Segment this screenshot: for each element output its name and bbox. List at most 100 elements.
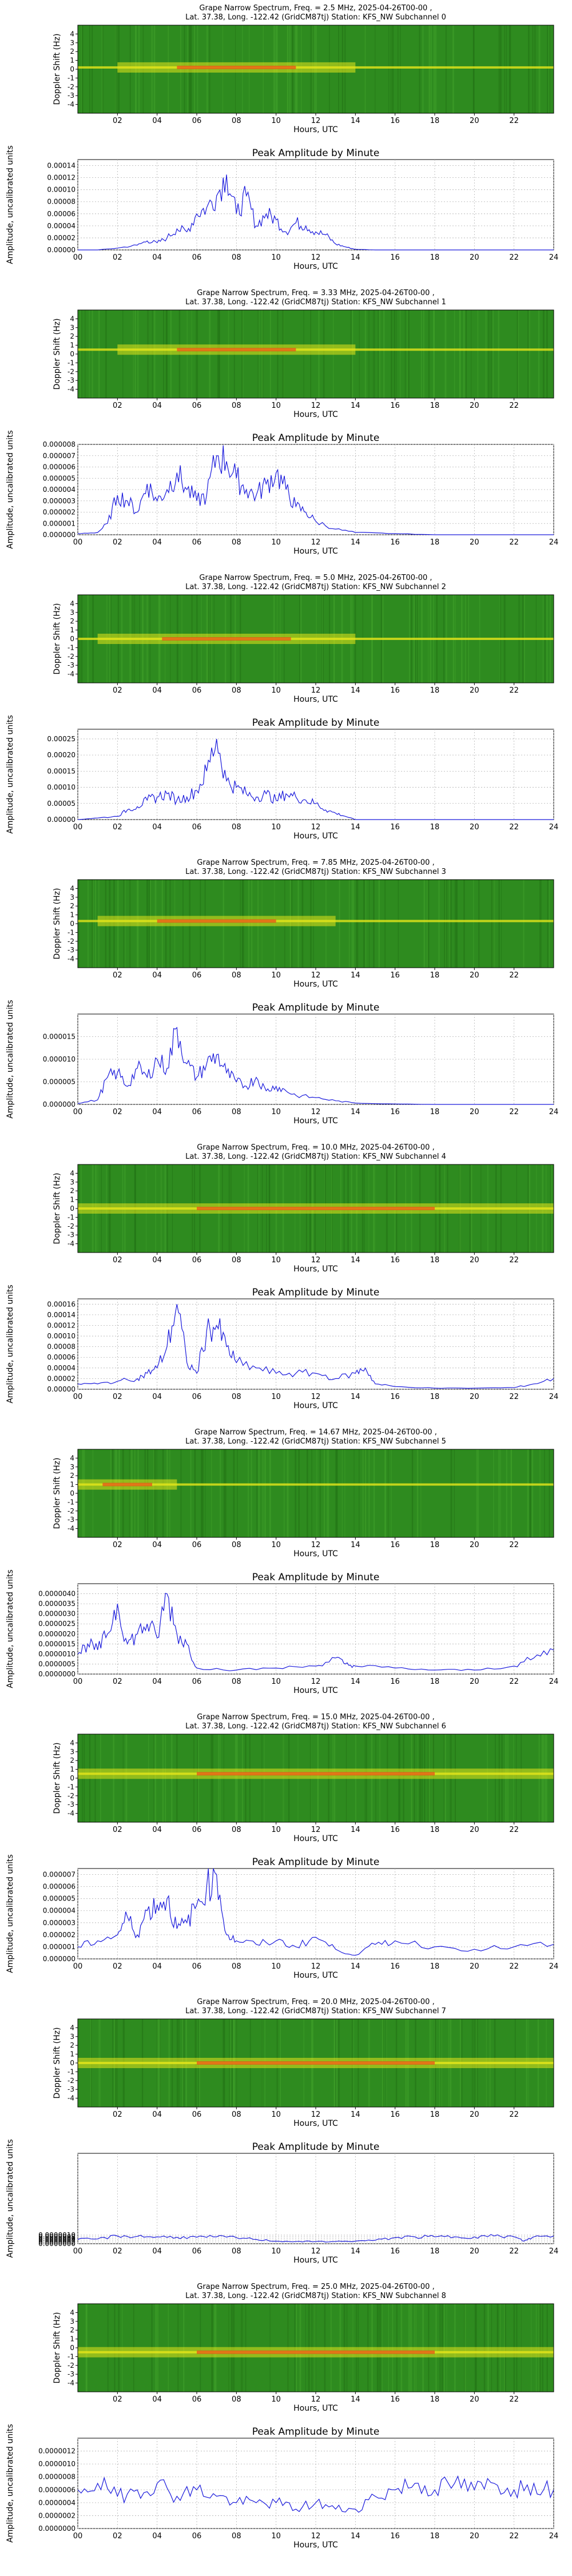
spectrogram-streak xyxy=(452,25,454,113)
spectrogram-xtick-label: 16 xyxy=(390,1826,400,1834)
spectrogram-ytick-label: -3 xyxy=(67,2085,74,2093)
spectrogram-xtick-label: 06 xyxy=(192,2395,202,2404)
spectrogram-xlabel: Hours, UTC xyxy=(293,695,338,704)
amplitude-xtick-label: 06 xyxy=(192,1108,202,1116)
amplitude-xtick-label: 12 xyxy=(311,253,321,262)
spectrogram-xtick-label: 10 xyxy=(271,971,281,980)
amplitude-series-line xyxy=(77,1868,554,1956)
spectrogram-xtick-label: 22 xyxy=(509,1826,519,1834)
amplitude-xtick-label: 20 xyxy=(470,1962,479,1971)
spectrogram-ytick-label: -3 xyxy=(67,1800,74,1808)
spectrogram-xtick-label: 16 xyxy=(390,1256,400,1265)
spectrogram-ytick-label: 3 xyxy=(70,609,74,617)
spectrogram-streak xyxy=(264,1449,266,1537)
amplitude-ylabel: Amplitude, uncalibrated units xyxy=(6,145,15,264)
spectrogram-streak xyxy=(201,1449,202,1537)
amplitude-xtick-label: 06 xyxy=(192,538,202,547)
spectrogram-xtick-label: 02 xyxy=(113,117,122,125)
amplitude-xtick-label: 06 xyxy=(192,1393,202,1401)
spectrogram-subtitle: Lat. 37.38, Long. -122.42 (GridCM87tj) S… xyxy=(185,13,446,22)
amplitude-series-line xyxy=(77,1593,554,1671)
spectrogram-ytick-label: 4 xyxy=(70,2308,74,2316)
spectrogram-streak xyxy=(369,880,370,968)
spectrogram-streak xyxy=(180,1449,182,1537)
spectrogram-peak xyxy=(197,1207,435,1210)
spectrogram-streak xyxy=(298,1449,300,1537)
spectrogram-ytick-label: 1 xyxy=(70,57,74,65)
amplitude-xtick-label: 16 xyxy=(390,823,400,832)
spectrogram-xtick-label: 22 xyxy=(509,401,519,410)
spectrogram-streak xyxy=(78,880,80,968)
spectrogram-xtick-label: 14 xyxy=(351,1256,360,1265)
spectrogram-streak xyxy=(328,1449,329,1537)
amplitude-xtick-label: 18 xyxy=(430,2247,440,2256)
spectrogram-streak xyxy=(359,310,360,398)
amplitude-xtick-label: 04 xyxy=(152,1108,162,1116)
amplitude-ytick-label: 0.00012 xyxy=(47,174,76,182)
spectrogram-streak xyxy=(223,1449,225,1537)
spectrogram-xtick-label: 04 xyxy=(152,1256,162,1265)
spectrogram-streak xyxy=(485,310,487,398)
spectrogram-streak xyxy=(433,25,435,113)
spectrogram-xtick-label: 08 xyxy=(232,686,241,695)
spectrogram-streak xyxy=(454,880,456,968)
spectrogram-streak xyxy=(88,880,89,968)
spectrogram-title: Grape Narrow Spectrum, Freq. = 3.33 MHz,… xyxy=(197,289,434,297)
amplitude-ytick-label: 0.0000020 xyxy=(38,1630,76,1638)
spectrogram-streak xyxy=(446,880,448,968)
amplitude-ytick-label: 0.000002 xyxy=(43,508,76,516)
amplitude-xtick-label: 14 xyxy=(351,1962,360,1971)
amplitude-xtick-label: 24 xyxy=(549,538,559,547)
amplitude-xtick-label: 10 xyxy=(271,2532,281,2541)
spectrogram-xtick-label: 02 xyxy=(113,686,122,695)
spectrogram-streak xyxy=(542,310,545,398)
amplitude-xtick-label: 00 xyxy=(73,253,83,262)
spectrogram-streak xyxy=(450,880,451,968)
amplitude-chart-4: Peak Amplitude by Minute 00 02 04 06 08 10 12 14… xyxy=(6,1285,558,1410)
spectrogram-streak xyxy=(251,1449,252,1537)
amplitude-xtick-label: 08 xyxy=(232,823,241,832)
spectrogram-ytick-label: 4 xyxy=(70,884,74,892)
spectrogram-1: Grape Narrow Spectrum, Freq. = 3.33 MHz,… xyxy=(53,289,554,419)
spectrogram-ytick-label: 3 xyxy=(70,2317,74,2325)
spectrogram-xtick-label: 12 xyxy=(311,1541,321,1549)
amplitude-ytick-label: 0.0000004 xyxy=(38,2236,76,2244)
spectrogram-xtick-label: 18 xyxy=(430,401,440,410)
spectrogram-xtick-label: 02 xyxy=(113,2110,122,2119)
amplitude-ytick-label: 0.0000010 xyxy=(38,1650,76,1658)
spectrogram-peak xyxy=(197,1772,435,1776)
spectrogram-ytick-label: -4 xyxy=(67,385,74,393)
amplitude-ytick-label: 0.000004 xyxy=(43,486,76,494)
amplitude-xtick-label: 22 xyxy=(509,1108,519,1116)
spectrogram-ytick-label: 3 xyxy=(70,1748,74,1756)
amplitude-xtick-label: 12 xyxy=(311,823,321,832)
amplitude-title: Peak Amplitude by Minute xyxy=(252,148,380,159)
amplitude-xlabel: Hours, UTC xyxy=(293,1971,338,1980)
spectrogram-streak xyxy=(433,310,435,398)
amplitude-ylabel: Amplitude, uncalibrated units xyxy=(6,1285,15,1404)
spectrogram-streak xyxy=(374,310,375,398)
spectrogram-ytick-label: -3 xyxy=(67,92,74,100)
spectrogram-xtick-label: 06 xyxy=(192,117,202,125)
spectrogram-xtick-label: 04 xyxy=(152,401,162,410)
amplitude-xtick-label: 02 xyxy=(113,1108,122,1116)
amplitude-xtick-label: 00 xyxy=(73,823,83,832)
spectrogram-streak xyxy=(112,1449,114,1537)
spectrogram-ytick-label: 0 xyxy=(70,635,74,643)
amplitude-ytick-label: 0.00006 xyxy=(47,210,76,218)
amplitude-xtick-label: 00 xyxy=(73,1393,83,1401)
spectrogram-streak xyxy=(546,310,548,398)
spectrogram-streak xyxy=(538,310,540,398)
amplitude-xtick-label: 16 xyxy=(390,2247,400,2256)
amplitude-xtick-label: 24 xyxy=(549,1677,559,1686)
amplitude-chart-2: Peak Amplitude by Minute 00 02 04 06 08 10 12 14… xyxy=(6,715,558,841)
amplitude-xtick-label: 14 xyxy=(351,2247,360,2256)
spectrogram-streak xyxy=(477,310,479,398)
spectrogram-ytick-label: 0 xyxy=(70,1774,74,1782)
spectrogram-streak xyxy=(256,1449,258,1537)
spectrogram-streak xyxy=(539,880,541,968)
spectrogram-streak xyxy=(357,880,359,968)
spectrogram-xtick-label: 06 xyxy=(192,971,202,980)
spectrogram-ytick-label: -4 xyxy=(67,2094,74,2102)
spectrogram-streak xyxy=(428,310,430,398)
